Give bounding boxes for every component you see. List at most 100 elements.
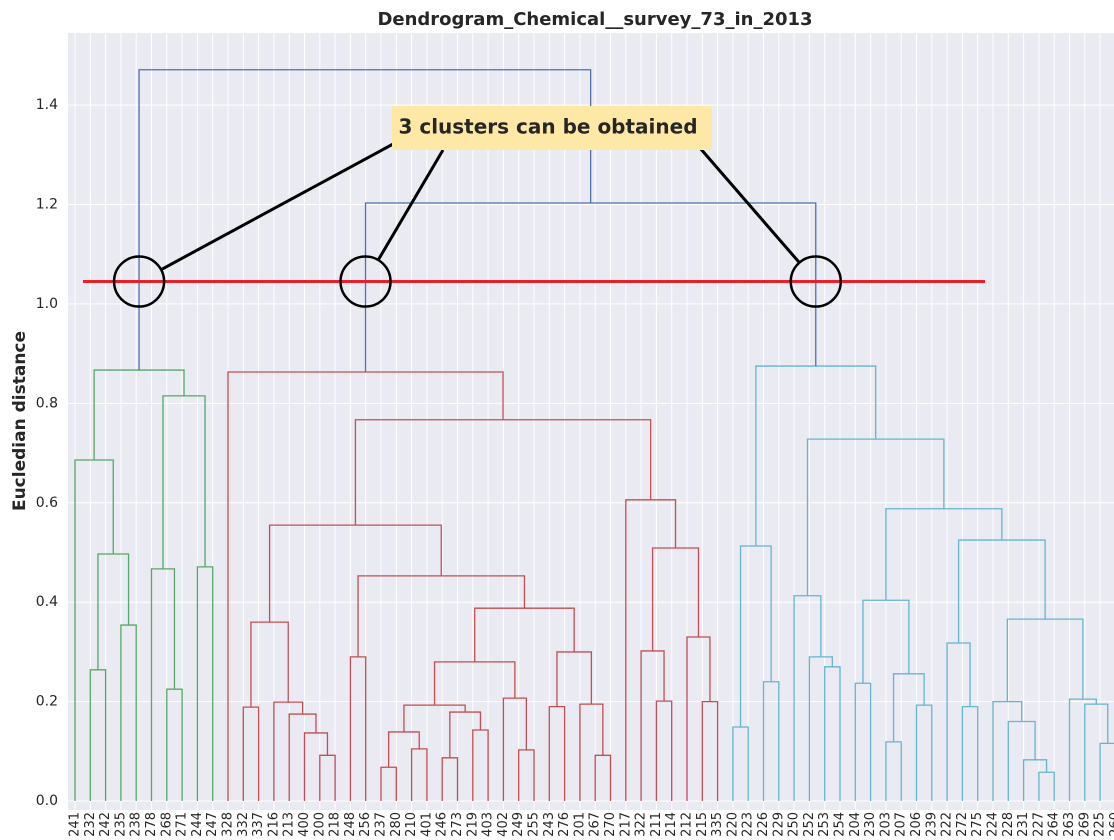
x-tick-label: 269 (1077, 812, 1092, 837)
link (793, 595, 822, 802)
link (548, 705, 566, 802)
x-tick-label: 328 (221, 812, 236, 837)
x-tick-label: 402 (496, 812, 511, 837)
x-tick-label: 242 (98, 812, 113, 837)
x-tick-label: 225 (1093, 812, 1108, 837)
y-tick-label: 1.2 (36, 197, 58, 213)
x-tick-label: 210 (404, 812, 419, 837)
link (472, 729, 489, 802)
link (380, 766, 397, 802)
x-tick-label: 400 (297, 812, 312, 837)
annotation-arrow (160, 141, 396, 271)
x-tick-label: 229 (771, 812, 786, 837)
x-tick-label: 272 (955, 812, 970, 837)
x-tick-label: 264 (1047, 812, 1062, 837)
x-tick-label: 201 (572, 812, 587, 837)
link (594, 754, 612, 802)
link (273, 701, 304, 802)
x-tick-label: 203 (878, 812, 893, 837)
x-tick-label: 247 (205, 812, 220, 837)
link (196, 566, 214, 802)
x-tick-label: 226 (756, 812, 771, 837)
x-tick-label: 271 (175, 812, 190, 837)
dendrogram-links (74, 69, 1114, 802)
link (89, 669, 107, 802)
x-tick-label: 403 (481, 812, 496, 837)
link (892, 673, 925, 742)
x-tick-label: 275 (970, 812, 985, 837)
x-tick-label: 217 (618, 812, 633, 837)
link (349, 656, 367, 802)
y-tick-label: 1.0 (36, 296, 58, 312)
x-tick-label: 222 (940, 812, 955, 837)
y-tick-label: 0.8 (36, 395, 58, 411)
x-tick-label: 206 (909, 812, 924, 837)
x-tick-label: 278 (144, 812, 159, 837)
annotation-box (392, 106, 712, 150)
x-tick-label: 268 (159, 812, 174, 837)
x-tick-label: 207 (894, 812, 909, 837)
annotation-arrow (698, 147, 801, 264)
x-tick-label: 232 (83, 812, 98, 837)
link (1038, 771, 1055, 802)
link (502, 697, 527, 802)
link (808, 656, 833, 802)
link (806, 438, 945, 596)
link (166, 688, 183, 802)
x-tick-label: 248 (343, 812, 358, 837)
x-tick-label: 231 (1016, 812, 1031, 837)
link (739, 545, 772, 727)
x-tick-label: 267 (588, 812, 603, 837)
x-tick-label: 246 (435, 812, 450, 837)
link (992, 700, 1023, 802)
x-tick-label: 200 (312, 812, 327, 837)
x-tick-label: 260 (1108, 812, 1114, 837)
x-tick-label: 332 (236, 812, 251, 837)
x-tick-label: 239 (924, 812, 939, 837)
x-tick-label: 276 (557, 812, 572, 837)
x-tick-label: 270 (603, 812, 618, 837)
link (268, 524, 442, 623)
link (97, 553, 130, 670)
x-tick-label: 215 (695, 812, 710, 837)
x-tick-label: 273 (450, 812, 465, 837)
x-tick-label: 227 (1031, 812, 1046, 837)
link (701, 700, 719, 802)
x-tick-label: 224 (986, 812, 1001, 837)
x-tick-label: 254 (833, 812, 848, 837)
x-tick-label: 252 (802, 812, 817, 837)
x-tick-label: 243 (542, 812, 557, 837)
x-tick-label: 241 (68, 812, 83, 837)
x-tick-label: 322 (634, 812, 649, 837)
link (319, 754, 336, 802)
link (686, 636, 711, 802)
y-tick-label: 1.4 (36, 97, 58, 113)
link (288, 713, 317, 802)
x-tick-label: 230 (863, 812, 878, 837)
annotation-arrow (376, 149, 445, 261)
cluster-circle (112, 255, 166, 308)
cluster-circle (789, 255, 843, 308)
link (762, 681, 780, 802)
x-tick-label: 211 (649, 812, 664, 837)
link (74, 459, 114, 802)
x-tick-label: 223 (741, 812, 756, 837)
x-tick-label: 212 (680, 812, 695, 837)
x-tick-label: 214 (664, 812, 679, 837)
link (1006, 618, 1084, 702)
x-tick-label: 204 (848, 812, 863, 837)
x-tick-label: 228 (1001, 812, 1016, 837)
x-tick-label: 237 (374, 812, 389, 837)
link (1099, 742, 1114, 802)
y-tick-label: 0.4 (36, 594, 58, 610)
x-tick-label: 235 (113, 812, 128, 837)
x-tick-label: 263 (1062, 812, 1077, 837)
link (1022, 759, 1048, 802)
x-tick-label: 219 (465, 812, 480, 837)
x-tick-label: 401 (419, 812, 434, 837)
annotation-text: 3 clusters can be obtained (398, 115, 697, 139)
link (556, 651, 593, 707)
link (732, 726, 749, 802)
x-tick-label: 280 (389, 812, 404, 837)
